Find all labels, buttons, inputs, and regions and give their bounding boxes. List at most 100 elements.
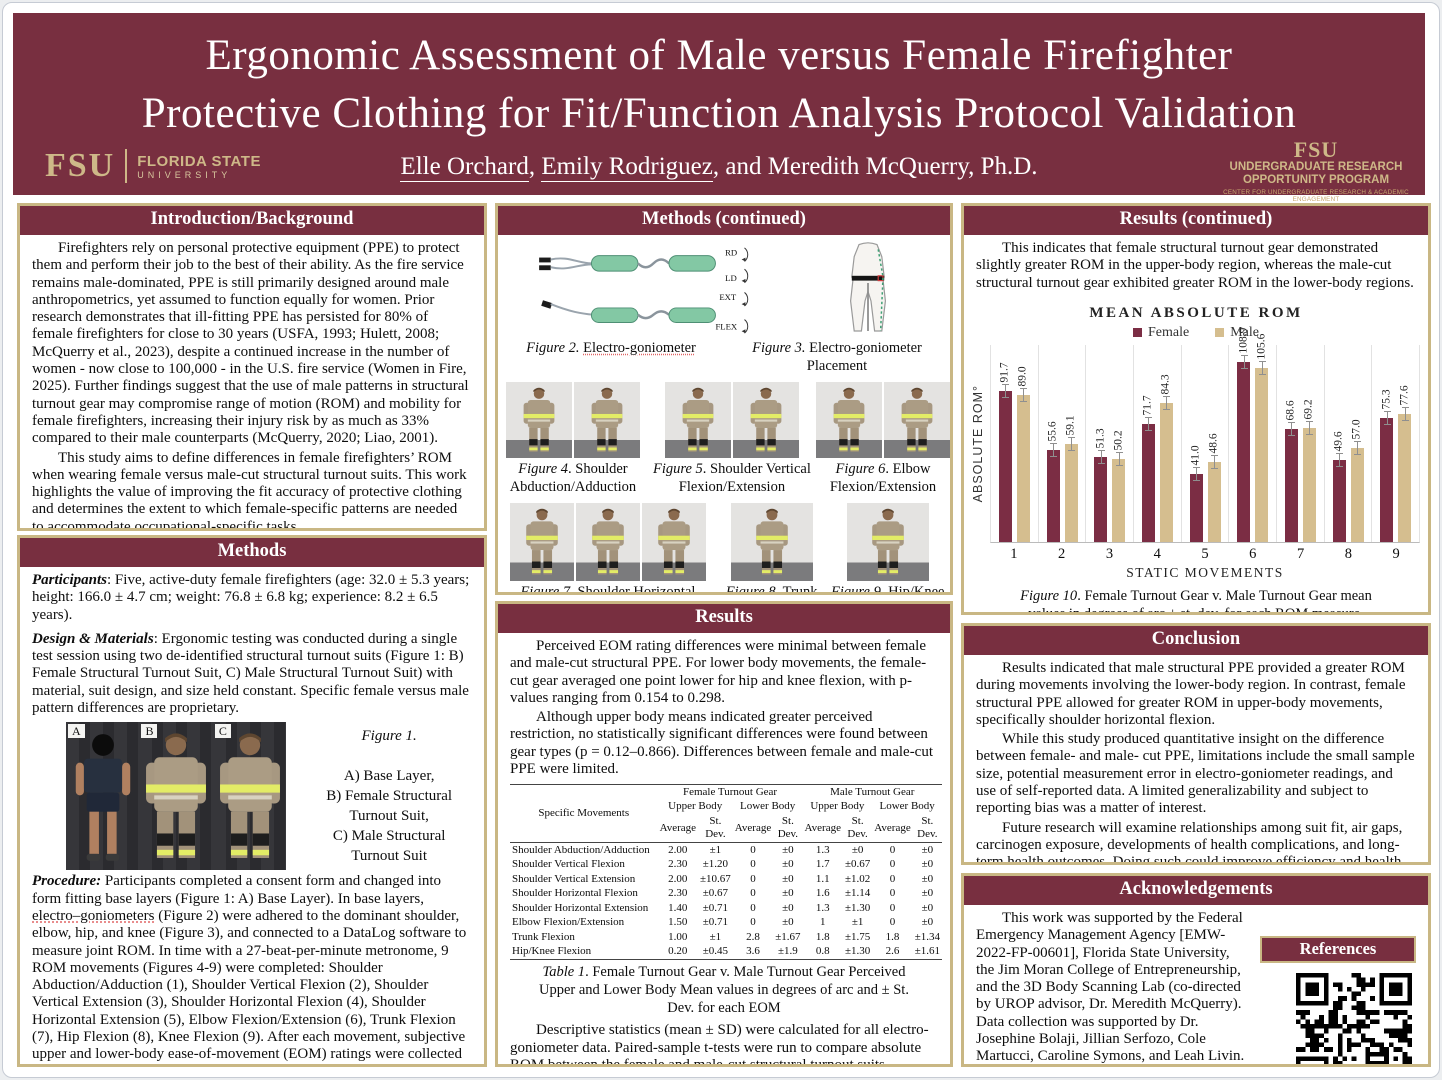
section-heading-methods: Methods — [20, 538, 484, 567]
figures-7-9-row: Figure 7. Shoulder Horizontal Flexion/Ex… — [498, 503, 950, 595]
intro-paragraph-1: Firefighters rely on personal protective… — [32, 240, 469, 447]
section-results-continued: Results (continued) This indicates that … — [961, 203, 1431, 615]
urop-logo-line1: UNDERGRADUATE RESEARCH — [1229, 161, 1403, 173]
x-tick-label: 4 — [1153, 545, 1161, 562]
firefighter-suit-icon — [213, 730, 286, 866]
bar-value-label: 75.3 — [1380, 389, 1393, 410]
bar-female: 55.6 — [1046, 422, 1060, 542]
bar-male: 59.1 — [1064, 416, 1078, 542]
legend-item-female: Female — [1133, 325, 1189, 341]
figure4-caption: Figure 4. Shoulder Abduction/Adduction — [509, 461, 637, 495]
table1-caption: Table 1. Female Turnout Gear v. Male Tur… — [539, 964, 909, 1017]
svg-text:EXT: EXT — [720, 292, 738, 302]
author-name: Elle Orchard — [400, 153, 529, 182]
bar-male: 89.0 — [1016, 366, 1030, 542]
chart-bar-group: 55.6 59.1 — [1037, 344, 1086, 542]
spellcheck-word: electro–goniometers — [32, 907, 155, 924]
acknowledgements-text: This work was supported by the Federal E… — [976, 910, 1245, 1065]
figure6-caption: Figure 6. Elbow Flexion/Extension — [829, 461, 937, 495]
bar-male: 84.3 — [1159, 374, 1173, 542]
figure4-cell: Figure 4. Shoulder Abduction/Adduction — [498, 382, 648, 500]
header-banner: Ergonomic Assessment of Male versus Fema… — [13, 13, 1425, 203]
section-heading-conclusion: Conclusion — [964, 626, 1428, 655]
eom-ratings-table: Specific Movements Female Turnout Gear Mal… — [510, 784, 942, 961]
figure1-photo-base-layer: A — [66, 722, 140, 871]
firefighter-suit-icon — [139, 730, 212, 866]
bar-value-label: 51.3 — [1094, 428, 1107, 449]
methods-design: Design & Materials: Ergonomic testing wa… — [32, 630, 469, 717]
figure6-cell: Figure 6. Elbow Flexion/Extension — [816, 382, 950, 500]
bar-value-label: 57.0 — [1350, 419, 1363, 440]
figure7-caption: Figure 7. Shoulder Horizontal Flexion/Ex… — [520, 584, 696, 595]
author-name: Emily Rodriguez — [541, 153, 713, 182]
references-box: References — [1260, 936, 1416, 1064]
section-introduction: Introduction/Background Firefighters rel… — [17, 203, 487, 531]
results-paragraph-2: Although upper body means indicated grea… — [510, 709, 934, 778]
methods-participants: Participants: Five, active-duty female f… — [32, 572, 470, 623]
x-tick-label: 9 — [1392, 545, 1400, 562]
table-row: Shoulder Vertical Extension 2.00 ±10.67 0 ±0… — [512, 872, 934, 885]
movement-photo — [641, 503, 706, 581]
table-row: Shoulder Vertical Flexion 2.30 ±1.20 0 ±0 1.7… — [512, 858, 934, 871]
section-results: Results Perceived EOM rating differences… — [495, 601, 953, 1067]
movement-photo — [664, 382, 731, 458]
bar-male: 105.6 — [1255, 333, 1269, 542]
chart-bar-group: 91.7 89.0 — [991, 345, 1038, 542]
x-tick-label: 5 — [1201, 545, 1209, 562]
figure9-cell: Figure 9. Hip/Knee Flexion — [826, 503, 950, 592]
table-row: Shoulder Horizontal Extension 1.40 ±0.71 0 ±… — [512, 901, 934, 914]
intro-paragraph-2: This study aims to define differences in… — [32, 449, 467, 531]
figures-4-6-row: Figure 4. Shoulder Abduction/Adduction F… — [498, 382, 950, 500]
chart-legend: Female Male — [964, 325, 1428, 341]
bar-value-label: 84.3 — [1159, 374, 1172, 395]
fsu-logo-line2: UNIVERSITY — [137, 169, 232, 180]
chart-bar-group: 75.3 77.6 — [1371, 344, 1419, 542]
poster-title-line1: Ergonomic Assessment of Male versus Fema… — [205, 32, 1233, 79]
results-cont-paragraph: This indicates that female structural tu… — [976, 240, 1414, 291]
urop-logo-mark: FSU — [1293, 137, 1339, 162]
figure1-photos: A B C Figure 1. A) Base Layer, B) Female… — [66, 722, 472, 871]
x-tick-label: 1 — [1010, 545, 1018, 562]
movement-photo — [730, 503, 813, 581]
fsu-logo-mark: FSU — [45, 147, 116, 184]
bar-female: 68.6 — [1284, 400, 1298, 542]
author-name: , — [528, 153, 542, 180]
photo-label-a: A — [68, 724, 85, 739]
figure5-cell: Figure 5. Shoulder Vertical Flexion/Exte… — [648, 382, 816, 500]
bar-value-label: 41.0 — [1189, 445, 1202, 466]
bar-value-label: 69.2 — [1302, 399, 1315, 420]
rom-chart-plot: 91.7 89.0 55.6 59.1 51.3 50.2 71.7 84.3 41.0 48.6… — [990, 328, 1420, 543]
movement-photo — [846, 503, 929, 581]
legend-swatch — [1215, 328, 1225, 338]
fsu-logo-line1: FLORIDA STATE — [137, 152, 261, 170]
bar-female: 75.3 — [1380, 389, 1394, 542]
table-row: Shoulder Horizontal Flexion 2.30 ±0.67 0 ±0 1… — [512, 887, 934, 900]
urop-logo-line3: CENTER FOR UNDERGRADUATE RESEARCH & ACAD… — [1223, 189, 1409, 203]
movement-photo — [732, 382, 799, 458]
figure8-caption: Figure 8. Trunk Flexion — [725, 584, 818, 595]
svg-text:LD: LD — [725, 273, 737, 283]
section-heading-introduction: Introduction/Background — [20, 206, 484, 235]
section-methods: Methods Participants: Five, active-duty … — [17, 535, 487, 1067]
table-row: Hip/Knee Flexion 0.20 ±0.45 3.6 ±1.9 0.8 ±1.30… — [510, 944, 942, 961]
conclusion-paragraph-3: Future research will examine relationshi… — [976, 819, 1403, 865]
bar-male: 48.6 — [1207, 433, 1221, 542]
poster-title-line2: Protective Clothing for Fit/Function Ana… — [141, 90, 1297, 137]
x-tick-label: 6 — [1249, 545, 1257, 562]
electro-goniometer-diagram: RD LD EXT FLEX — [539, 247, 749, 334]
movement-photo — [884, 382, 950, 458]
methods-procedure: Procedure: Participants completed a cons… — [32, 873, 467, 1064]
table-row: Trunk Flexion 1.00 ±1 2.8 ±1.67 1.8 ±1.75 1.8 ±1… — [512, 930, 940, 943]
bar-female: 91.7 — [998, 362, 1012, 542]
chart-bar-group: 51.3 50.2 — [1085, 344, 1133, 542]
bar-value-label: 71.7 — [1141, 394, 1154, 416]
bar-male: 69.2 — [1302, 399, 1316, 542]
chart-bar-group: 71.7 84.3 — [1133, 344, 1181, 542]
chart-y-axis-label: ABSOLUTE ROM° — [971, 385, 985, 503]
figure1-photo-male-suit: C — [212, 722, 287, 871]
bar-male: 57.0 — [1350, 419, 1364, 542]
chart-x-ticks: 1 2 3 4 5 6 7 8 9 — [990, 543, 1420, 563]
bar-value-label: 77.6 — [1398, 385, 1411, 406]
urop-logo-line2: OPPORTUNITY PROGRAM — [1242, 174, 1390, 186]
legend-item-male: Male — [1215, 325, 1259, 341]
